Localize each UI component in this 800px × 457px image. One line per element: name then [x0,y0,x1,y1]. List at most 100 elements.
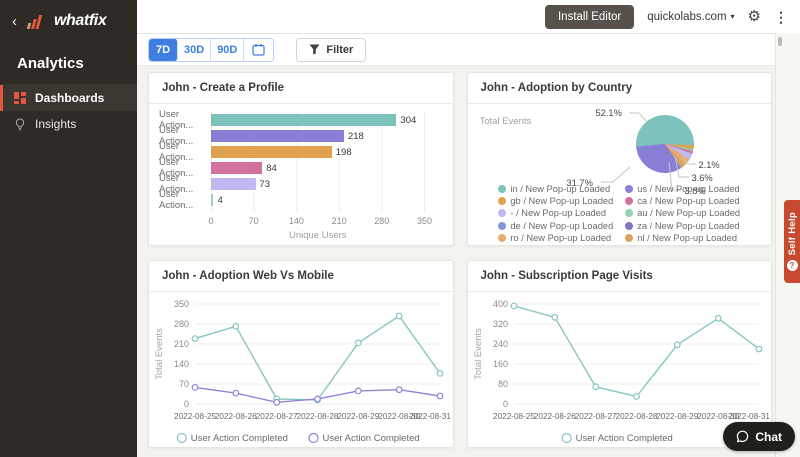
range-30d-button[interactable]: 30D [178,38,212,61]
legend-marker [625,184,634,193]
y-tick-label: 240 [493,339,508,349]
install-editor-button[interactable]: Install Editor [544,4,635,29]
bar-row: User Action... 218 [159,125,443,147]
self-help-tab[interactable]: Self Help ? [784,200,800,283]
x-tick-label: 2022-08-29 [338,412,380,421]
data-point[interactable] [355,339,362,347]
range-90d-button[interactable]: 90D [211,38,245,61]
gear-icon[interactable]: ⚙ [747,8,761,25]
data-point[interactable] [232,322,240,330]
legend-label[interactable]: User Action Completed [191,433,288,444]
x-tick-label: 280 [374,216,390,226]
data-point[interactable] [673,341,681,349]
data-point[interactable] [191,335,199,342]
calendar-button[interactable] [244,38,274,61]
legend-marker [498,221,507,230]
pie[interactable] [635,115,694,173]
line-chart: 0 70 140 210 280 350 Total Events 2022-08-25 202… [149,292,453,447]
y-tick-label: 80 [498,379,508,389]
x-tick-label: 2022-08-26 [534,412,576,421]
data-point[interactable] [191,383,199,391]
bar[interactable] [211,162,263,174]
data-point[interactable] [755,345,763,353]
chat-button[interactable]: Chat [723,422,795,451]
pie-legend-item[interactable]: ca / New Pop-up Loaded [625,195,740,207]
sidebar-item-dashboards[interactable]: Dashboards [0,85,137,111]
data-point[interactable] [273,398,281,406]
range-7d-button[interactable]: 7D [149,38,178,61]
chat-bubble-icon [737,430,749,443]
kebab-menu-icon[interactable]: ⋮ [774,8,788,25]
x-tick-label: 2022-08-30 [378,412,420,421]
bar[interactable] [211,194,214,206]
pie-legend-item[interactable]: de / New Pop-up Loaded [498,219,613,231]
bar-value-label: 198 [335,146,352,158]
bar[interactable] [211,130,344,142]
pie-legend-item[interactable]: za / New Pop-up Loaded [625,219,740,231]
legend-label: de / New Pop-up Loaded [510,220,614,231]
legend-marker[interactable] [176,432,188,444]
data-point[interactable] [396,386,403,394]
scrollbar-thumb[interactable] [778,37,782,46]
bar-row: User Action... 73 [159,173,443,195]
pie-percent-label: 52.1% [595,108,622,118]
legend-label[interactable]: User Action Completed [323,433,420,444]
y-tick-label: 210 [174,339,189,349]
legend-marker[interactable] [308,432,319,444]
pie-legend-item[interactable]: ro / New Pop-up Loaded [498,232,613,244]
data-point[interactable] [551,313,558,321]
card-subscription-page-visits: John - Subscription Page Visits 0 80 160 24… [466,260,772,448]
bar[interactable] [211,178,256,190]
data-point[interactable] [510,302,518,310]
sidebar-item-insights[interactable]: Insights [0,111,137,137]
pie-percent-label: 3.8% [684,186,706,196]
card-adoption-by-country: John - Adoption by Country Total Events … [466,72,772,246]
account-dropdown[interactable]: quickolabs.com ▾ [647,11,734,23]
filter-bar: 7D 30D 90D Filter [137,34,800,66]
line-series[interactable] [195,315,441,401]
bar-chart: User Action... 304 User Action... 218 User A… [149,104,453,245]
top-bar: Install Editor quickolabs.com ▾ ⚙ ⋮ [137,0,800,34]
whatfix-wordmark: whatfix [54,12,107,29]
legend-marker [498,196,507,205]
x-axis: 0 70 140 210 280 350 [208,216,432,227]
bar-track: 4 [211,194,425,206]
data-point[interactable] [592,383,599,391]
pie-legend-item[interactable]: - / New Pop-up Loaded [498,207,613,219]
pie-legend: in / New Pop-up Loaded us / New Pop-up Lo… [468,183,772,244]
x-tick-label: 2022-08-31 [728,412,770,421]
bar[interactable] [211,146,332,158]
card-create-a-profile: John - Create a Profile User Action... 30… [148,72,454,246]
legend-marker [625,233,634,242]
bar-track: 304 [211,114,425,126]
data-point[interactable] [436,369,444,377]
sidebar-item-label: Insights [35,117,77,131]
filter-button[interactable]: Filter [296,37,367,62]
data-point[interactable] [355,387,362,395]
pie-legend-item[interactable]: in / New Pop-up Loaded [498,183,613,195]
pie-legend-item[interactable]: au / New Pop-up Loaded [625,207,740,219]
x-tick-label: 2022-08-27 [574,412,616,421]
legend-label[interactable]: User Action Completed [575,433,672,444]
data-point[interactable] [314,395,322,403]
data-point[interactable] [396,312,403,320]
pie-legend-item[interactable]: us / New Pop-up Loaded [625,183,740,195]
pie-legend-item[interactable]: gb / New Pop-up Loaded [498,195,613,207]
line-series[interactable] [513,305,760,398]
legend-marker[interactable] [561,432,572,444]
bar-category-label: User Action... [159,189,194,211]
line-chart: 0 80 160 240 320 400 Total Events 2022-08-25 202… [468,292,772,447]
collapse-sidebar-chevron-icon[interactable]: ‹ [12,12,17,30]
bar[interactable] [211,114,397,126]
data-point[interactable] [232,389,240,397]
data-point[interactable] [436,392,444,400]
data-point[interactable] [632,393,640,400]
self-help-label: Self Help [786,211,798,256]
y-tick-label: 350 [174,299,189,309]
calendar-icon [252,44,265,56]
y-tick-label: 320 [493,319,508,329]
pie-legend-item[interactable]: nl / New Pop-up Loaded [625,232,740,244]
data-point[interactable] [714,314,722,322]
sidebar-nav: Dashboards Insights [0,84,137,137]
